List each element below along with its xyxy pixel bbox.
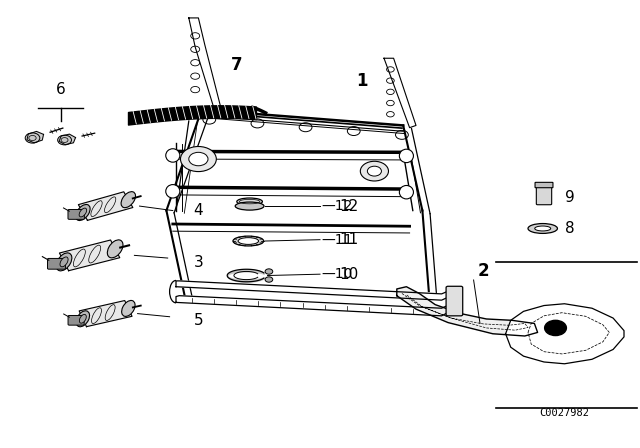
Ellipse shape	[236, 202, 264, 210]
Text: 1: 1	[356, 72, 367, 90]
Circle shape	[180, 146, 216, 172]
Ellipse shape	[121, 192, 136, 208]
Ellipse shape	[238, 237, 259, 245]
Polygon shape	[27, 131, 44, 143]
Circle shape	[545, 320, 566, 336]
Polygon shape	[506, 304, 624, 364]
Ellipse shape	[108, 240, 123, 258]
Polygon shape	[60, 240, 120, 271]
Text: 8: 8	[564, 221, 575, 236]
Circle shape	[367, 166, 381, 176]
Ellipse shape	[122, 301, 135, 316]
Polygon shape	[176, 296, 454, 316]
Polygon shape	[176, 281, 454, 300]
Ellipse shape	[60, 257, 68, 267]
Ellipse shape	[233, 236, 264, 246]
Text: 10: 10	[339, 267, 358, 282]
Text: 7: 7	[231, 56, 243, 74]
FancyBboxPatch shape	[535, 182, 553, 188]
Text: 9: 9	[564, 190, 575, 205]
Circle shape	[265, 277, 273, 282]
Text: —12: —12	[321, 199, 353, 213]
Circle shape	[58, 135, 72, 145]
Circle shape	[25, 133, 40, 143]
Text: 6: 6	[56, 82, 66, 97]
Text: C0027982: C0027982	[540, 408, 589, 418]
Text: 12: 12	[339, 198, 358, 214]
Ellipse shape	[399, 185, 413, 199]
Text: 3: 3	[193, 254, 204, 270]
Text: 4: 4	[193, 203, 204, 218]
Ellipse shape	[76, 204, 90, 220]
Ellipse shape	[76, 311, 90, 327]
Ellipse shape	[528, 224, 557, 233]
Circle shape	[189, 152, 208, 166]
FancyBboxPatch shape	[536, 186, 552, 205]
Ellipse shape	[399, 149, 413, 163]
Polygon shape	[79, 301, 132, 327]
Ellipse shape	[166, 185, 180, 198]
Ellipse shape	[56, 253, 72, 271]
Text: —11: —11	[321, 233, 353, 247]
Text: —10: —10	[321, 267, 353, 281]
Ellipse shape	[237, 198, 262, 205]
FancyBboxPatch shape	[446, 286, 463, 316]
Polygon shape	[397, 287, 538, 336]
Ellipse shape	[79, 208, 86, 217]
Polygon shape	[189, 18, 221, 110]
Ellipse shape	[166, 149, 180, 162]
Text: 5: 5	[193, 313, 204, 328]
Polygon shape	[384, 58, 416, 128]
Text: 11: 11	[339, 232, 358, 247]
Text: 2: 2	[477, 262, 489, 280]
FancyBboxPatch shape	[47, 258, 65, 269]
Ellipse shape	[79, 314, 86, 323]
FancyBboxPatch shape	[68, 315, 84, 325]
Polygon shape	[59, 134, 76, 145]
Ellipse shape	[535, 226, 550, 231]
FancyBboxPatch shape	[68, 210, 84, 220]
Circle shape	[265, 269, 273, 274]
Polygon shape	[78, 192, 133, 220]
Circle shape	[360, 161, 388, 181]
